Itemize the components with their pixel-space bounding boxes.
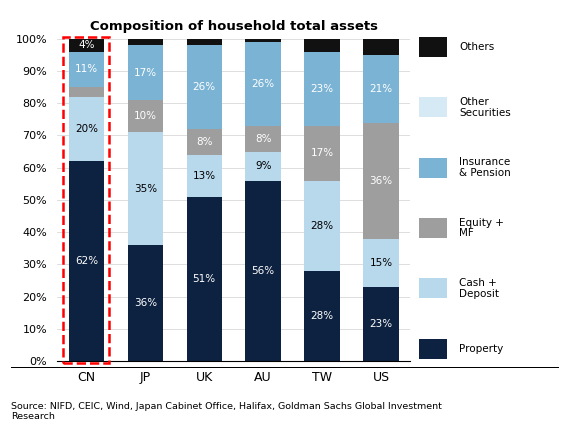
Bar (186, 197, 222, 361)
Bar (246, 126, 281, 152)
FancyBboxPatch shape (419, 97, 447, 117)
Text: 20%: 20% (75, 124, 98, 134)
Text: Equity +
MF: Equity + MF (459, 218, 504, 238)
Text: 15%: 15% (369, 258, 393, 268)
Bar (363, 287, 398, 361)
Text: 8%: 8% (255, 134, 271, 144)
Text: 36%: 36% (369, 175, 393, 186)
Text: 10%: 10% (134, 111, 157, 121)
Text: 26%: 26% (251, 79, 275, 89)
FancyBboxPatch shape (419, 157, 447, 178)
Bar (304, 52, 340, 126)
Text: 28%: 28% (311, 221, 333, 231)
Bar (186, 155, 222, 197)
Bar (246, 42, 281, 126)
Text: 8%: 8% (196, 137, 213, 147)
Text: 35%: 35% (134, 184, 157, 194)
Text: 51%: 51% (193, 274, 216, 284)
Text: 23%: 23% (369, 319, 393, 329)
Text: 23%: 23% (311, 84, 333, 94)
Text: 11%: 11% (75, 64, 98, 74)
Text: 17%: 17% (134, 68, 157, 77)
Text: Insurance
& Pension: Insurance & Pension (459, 157, 511, 178)
Text: Property: Property (459, 344, 503, 354)
Text: Source: NIFD, CEIC, Wind, Japan Cabinet Office, Halifax, Goldman Sachs Global In: Source: NIFD, CEIC, Wind, Japan Cabinet … (11, 402, 442, 421)
Bar (304, 126, 340, 181)
Bar (363, 39, 398, 55)
Text: 26%: 26% (193, 82, 216, 92)
Text: Others: Others (459, 42, 494, 52)
FancyBboxPatch shape (419, 218, 447, 238)
Text: Other
Securities: Other Securities (459, 97, 511, 118)
Bar (69, 87, 104, 97)
Bar (304, 271, 340, 361)
Text: 17%: 17% (311, 148, 333, 158)
FancyBboxPatch shape (419, 37, 447, 57)
Bar (186, 45, 222, 129)
Bar (246, 39, 281, 42)
Bar (363, 123, 398, 239)
Bar (128, 132, 163, 245)
Bar (128, 100, 163, 132)
Text: 56%: 56% (251, 266, 275, 276)
Text: 36%: 36% (134, 298, 157, 308)
Bar (363, 239, 398, 287)
Bar (186, 39, 222, 45)
FancyBboxPatch shape (419, 278, 447, 298)
Bar (186, 129, 222, 155)
Bar (246, 152, 281, 181)
Bar (128, 45, 163, 100)
Bar (246, 181, 281, 361)
Text: Cash +
Deposit: Cash + Deposit (459, 278, 499, 299)
Text: 21%: 21% (369, 84, 393, 94)
Bar (69, 161, 104, 361)
Bar (304, 39, 340, 52)
Text: 4%: 4% (78, 40, 95, 50)
Text: 13%: 13% (193, 171, 216, 181)
Bar (304, 181, 340, 271)
Text: 28%: 28% (311, 311, 333, 321)
Bar (128, 245, 163, 361)
Bar (363, 55, 398, 123)
Text: 62%: 62% (75, 256, 98, 266)
Bar (69, 52, 104, 87)
Bar (69, 97, 104, 161)
Text: 9%: 9% (255, 161, 271, 171)
Title: Composition of household total assets: Composition of household total assets (89, 20, 378, 34)
Bar (69, 39, 104, 52)
FancyBboxPatch shape (419, 339, 447, 359)
Bar (128, 39, 163, 45)
